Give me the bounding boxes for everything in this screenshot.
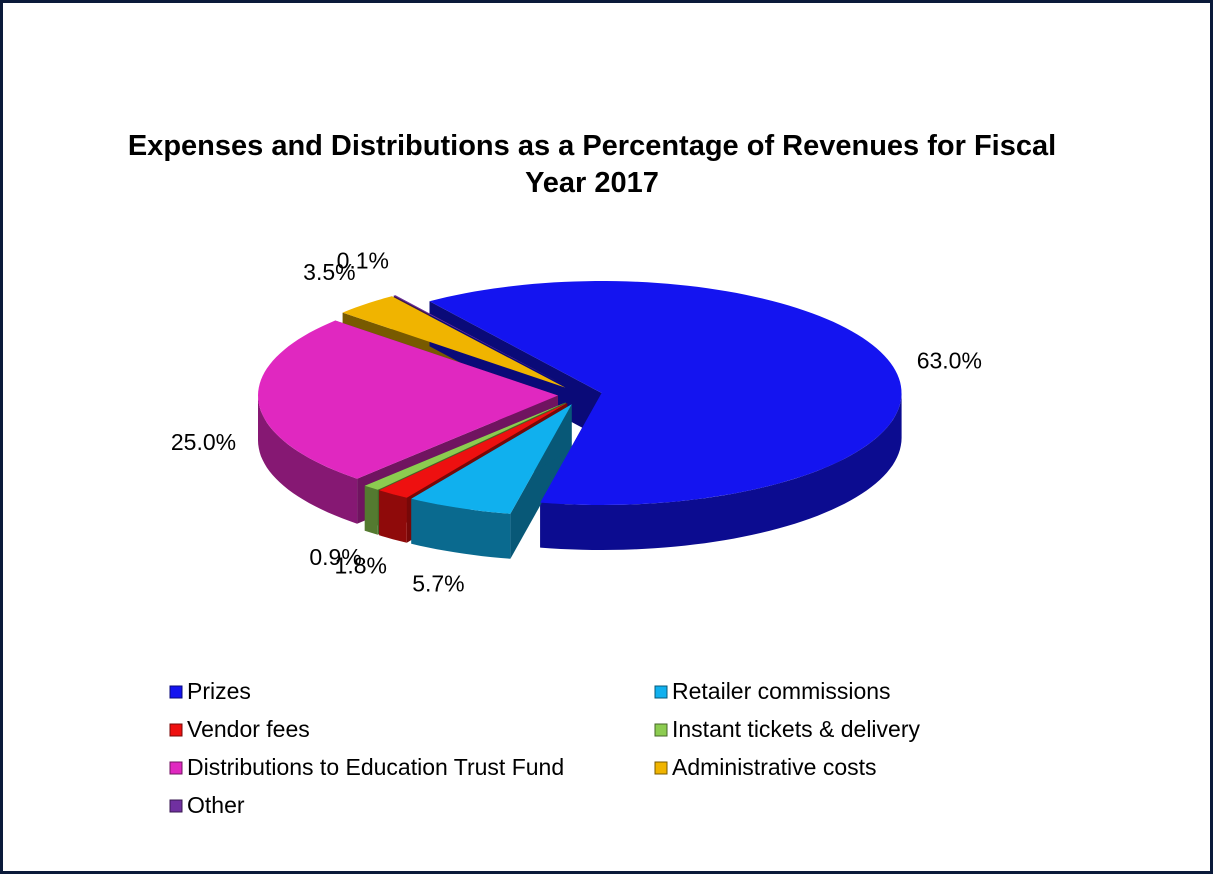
data-label: 0.1%: [337, 248, 389, 274]
legend-label: Administrative costs: [672, 754, 877, 780]
slice: [379, 403, 568, 498]
slice: [429, 281, 902, 505]
legend-label: Prizes: [187, 678, 251, 704]
legend-swatch: [654, 761, 668, 775]
slice: [258, 320, 558, 479]
data-label: 5.7%: [412, 571, 464, 597]
slice-side: [411, 498, 511, 559]
slice-tops: [258, 281, 902, 514]
legend-label: Instant tickets & delivery: [672, 716, 920, 742]
slice: [342, 296, 566, 388]
legend-label: Other: [187, 792, 245, 818]
slice: [393, 295, 568, 387]
data-label: 25.0%: [171, 429, 236, 455]
legend-swatch: [169, 761, 183, 775]
slice-side: [379, 490, 407, 543]
data-label: 0.9%: [309, 544, 361, 570]
slice: [411, 404, 572, 514]
slice-side: [540, 393, 902, 550]
legend-label: Retailer commissions: [672, 678, 891, 704]
legend-swatch: [654, 723, 668, 737]
data-label: 3.5%: [303, 259, 355, 285]
legend-swatch: [654, 685, 668, 699]
slice: [364, 402, 566, 490]
chart-title: Expenses and Distributions as a Percenta…: [127, 130, 1057, 199]
legend-swatch: [169, 723, 183, 737]
legend-label: Vendor fees: [187, 716, 310, 742]
legend-swatch: [169, 685, 183, 699]
data-label: 63.0%: [917, 348, 982, 374]
slice-side: [258, 395, 358, 524]
slice-side: [364, 485, 378, 535]
data-label: 1.8%: [335, 552, 387, 578]
legend-label: Distributions to Education Trust Fund: [187, 754, 564, 780]
legend-swatch: [169, 799, 183, 813]
